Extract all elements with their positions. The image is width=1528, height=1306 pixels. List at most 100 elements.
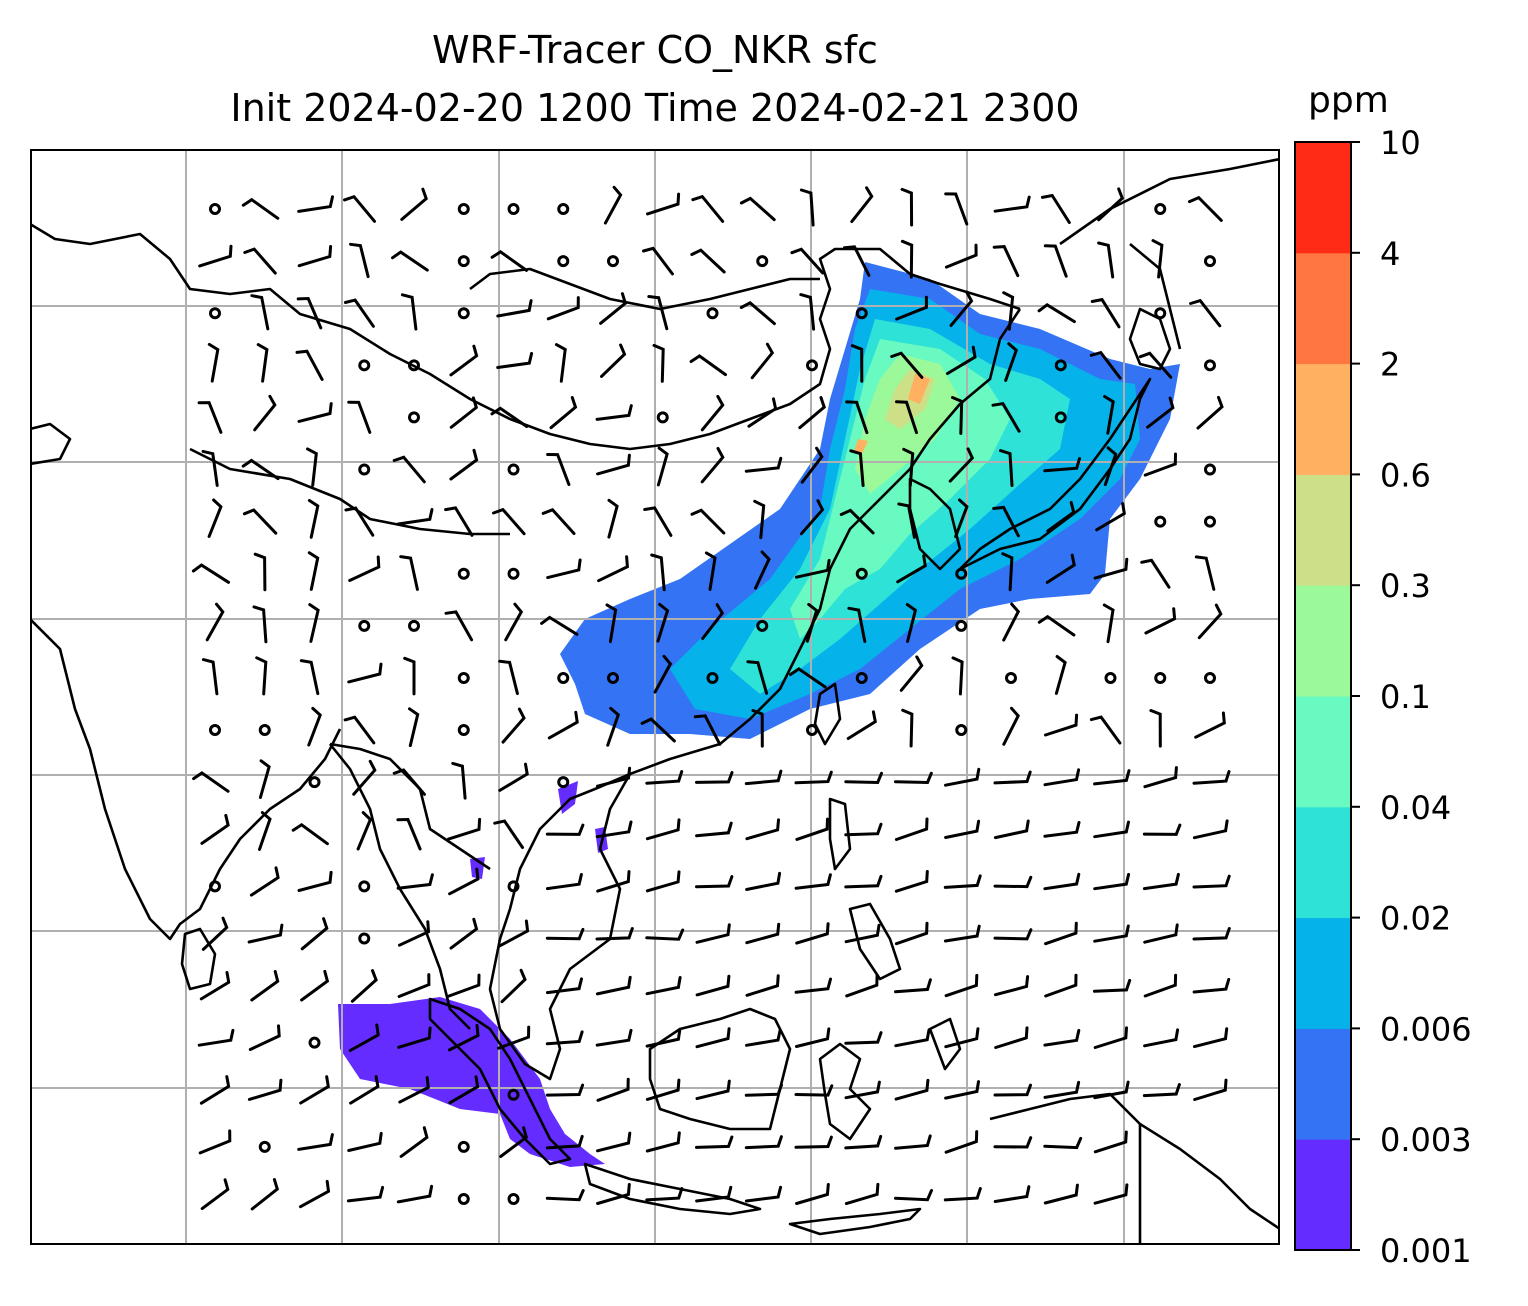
wind-barb xyxy=(348,1023,380,1052)
calm-wind-circle xyxy=(308,1036,321,1049)
wind-barb xyxy=(993,1136,1033,1149)
wind-barb xyxy=(993,875,1033,889)
calm-wind-circle xyxy=(457,1193,470,1205)
wind-barb xyxy=(396,1184,434,1204)
wind-barb xyxy=(948,447,975,483)
wind-barb xyxy=(398,920,431,947)
colorbar-band xyxy=(1295,696,1351,808)
wind-barb xyxy=(946,345,977,375)
wind-barb xyxy=(207,498,223,538)
wind-barb xyxy=(794,977,832,994)
wind-barb xyxy=(498,762,529,792)
wind-barb xyxy=(545,873,583,891)
wind-barb xyxy=(207,342,220,383)
calm-wind-circle xyxy=(557,776,570,789)
wind-barb xyxy=(944,819,981,839)
wind-barb xyxy=(794,1135,833,1149)
wind-barb xyxy=(1093,820,1130,839)
wind-barb xyxy=(299,1075,330,1105)
wind-barb xyxy=(1097,187,1125,222)
wind-barb xyxy=(944,192,969,226)
wind-barb xyxy=(547,710,579,740)
wind-barb xyxy=(349,1075,380,1105)
wind-barb xyxy=(300,969,330,1002)
wind-barb xyxy=(396,508,434,526)
wind-barb xyxy=(1189,298,1222,328)
wind-barb xyxy=(645,928,685,941)
island-philippines-luzon xyxy=(828,797,852,871)
wind-barb xyxy=(1093,1183,1129,1205)
wind-barb xyxy=(596,1077,630,1102)
calm-wind-circle xyxy=(457,724,470,737)
wind-barb xyxy=(197,401,223,434)
island-taiwan xyxy=(813,682,842,746)
wind-barb xyxy=(839,508,875,535)
wind-barb xyxy=(849,449,865,487)
wind-barb xyxy=(745,1028,782,1047)
wind-barb xyxy=(899,655,924,692)
wind-barb xyxy=(356,811,373,851)
wind-barb xyxy=(546,558,582,580)
wind-barb xyxy=(396,817,422,851)
wind-barb xyxy=(944,1130,979,1154)
colorbar-tick-label: 10 xyxy=(1380,124,1421,162)
wind-barb xyxy=(300,917,329,951)
wind-barb xyxy=(607,498,619,539)
wind-barb xyxy=(549,396,578,430)
wind-barb xyxy=(895,295,928,321)
wind-barb xyxy=(1004,342,1019,382)
wind-barb xyxy=(297,1133,334,1151)
wind-barb xyxy=(1043,872,1081,891)
colorbar: 0.001 0.003 0.006 0.02 0.04 0.1 0.3 0.6 2 4 10 xyxy=(1294,124,1472,1270)
calm-wind-circle xyxy=(557,255,570,268)
wind-barb xyxy=(845,400,869,435)
calm-wind-circle xyxy=(557,203,570,215)
wind-barb xyxy=(396,873,434,890)
wind-barb xyxy=(596,870,631,893)
wind-barb xyxy=(844,1134,883,1150)
colorbar-tick-label: 0.6 xyxy=(1380,456,1431,494)
wind-barb xyxy=(656,446,669,487)
wind-barb xyxy=(449,396,479,429)
calm-wind-circle xyxy=(457,203,470,215)
wind-barb xyxy=(1044,713,1079,737)
wind-barb xyxy=(297,195,334,213)
wind-barb xyxy=(605,603,618,644)
wind-barb xyxy=(1151,239,1164,279)
wind-barb xyxy=(894,1134,932,1150)
wind-barb xyxy=(541,508,576,535)
wind-barb xyxy=(307,499,320,539)
calm-wind-circle xyxy=(1204,359,1216,372)
coast-india xyxy=(30,618,342,941)
calm-wind-circle xyxy=(209,880,221,893)
calm-wind-circle xyxy=(855,567,868,580)
wind-barb xyxy=(1146,396,1175,429)
wind-barb xyxy=(349,242,370,279)
wind-barb xyxy=(795,1183,830,1205)
wind-barb xyxy=(794,770,833,785)
wind-barb xyxy=(794,873,832,890)
wind-barb xyxy=(447,817,482,841)
wind-barb xyxy=(242,508,278,535)
wind-barb xyxy=(1043,1080,1081,1099)
plume-level-7b xyxy=(854,439,868,454)
coast-arabian-west xyxy=(30,422,72,466)
calm-wind-circle xyxy=(1054,411,1067,424)
wind-barb xyxy=(1043,768,1081,787)
calm-wind-circle xyxy=(756,619,769,632)
wind-barb xyxy=(805,602,819,643)
wind-barb xyxy=(1043,457,1081,473)
calm-wind-circle xyxy=(457,671,470,684)
wind-barb xyxy=(199,1075,231,1105)
wind-barb xyxy=(650,553,666,592)
colorbar-band xyxy=(1295,252,1351,365)
wind-barb xyxy=(890,351,924,379)
wind-barb xyxy=(504,602,524,642)
wind-barb xyxy=(844,923,881,944)
wind-barb xyxy=(645,1187,684,1202)
wind-barb xyxy=(255,656,268,696)
wind-barb xyxy=(200,813,230,845)
wind-barb xyxy=(894,1189,933,1202)
wind-barb xyxy=(894,817,929,841)
calm-wind-circle xyxy=(408,619,420,632)
